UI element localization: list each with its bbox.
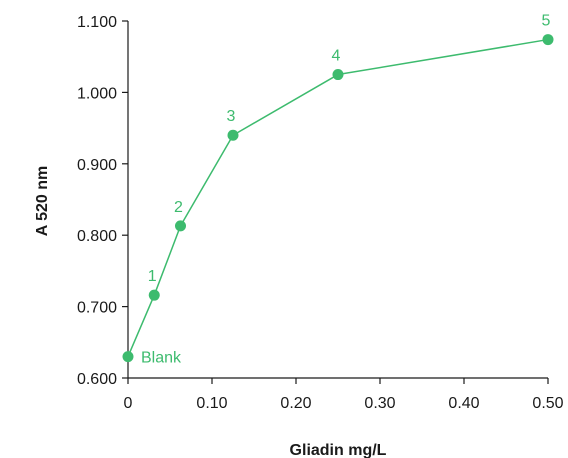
data-point	[175, 220, 186, 232]
data-point	[542, 34, 554, 46]
x-tick-label: 0.40	[448, 395, 479, 412]
point-label: 1	[148, 268, 157, 285]
data-point	[332, 69, 344, 81]
axes	[127, 21, 548, 379]
x-tick-label: 0.10	[196, 395, 227, 412]
y-tick-label: 1.100	[77, 14, 117, 31]
series: Blank 1 2 3 4 5	[122, 13, 554, 367]
x-tick-label: 0.20	[280, 395, 311, 412]
x-tick-label: 0.50	[532, 395, 563, 412]
data-point	[122, 351, 134, 363]
y-tick-label: 0.700	[77, 300, 117, 317]
series-line	[127, 38, 549, 357]
y-tick-label: 0.600	[77, 371, 117, 388]
x-axis-title: Gliadin mg/L	[290, 442, 387, 458]
x-tick-label: 0.30	[364, 395, 395, 412]
y-tick-label: 0.900	[77, 157, 117, 174]
y-tick-label: 1.000	[77, 85, 117, 102]
point-label: 5	[542, 13, 551, 30]
y-axis-title: A 520 nm	[34, 166, 51, 237]
point-label: Blank	[141, 350, 182, 367]
y-ticks: 0.600 0.700 0.800 0.900 1.000 1.100	[77, 14, 128, 388]
point-label: 3	[227, 108, 236, 125]
y-tick-label: 0.800	[77, 228, 117, 245]
point-label: 2	[174, 199, 183, 216]
x-tick-label: 0	[124, 395, 133, 412]
data-point	[227, 129, 239, 141]
point-label: 4	[332, 48, 341, 65]
x-ticks: 0 0.10 0.20 0.30 0.40 0.50	[124, 378, 564, 412]
data-point	[148, 289, 160, 301]
